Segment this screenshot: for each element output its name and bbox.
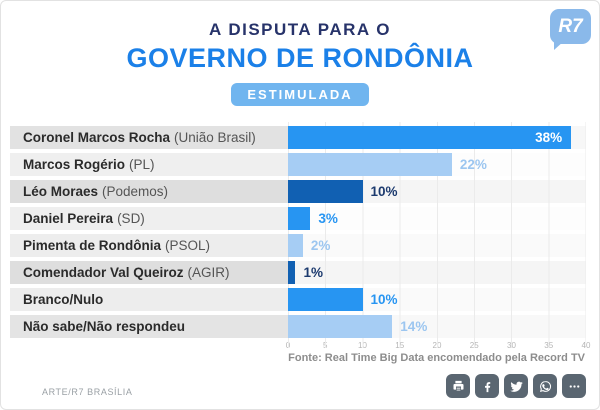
bar — [288, 207, 311, 230]
bar-track: 10% — [288, 180, 586, 203]
whatsapp-button[interactable] — [533, 374, 557, 398]
candidate-party: (AGIR) — [187, 265, 230, 280]
chart-row: Não sabe/Não respondeu 14% — [10, 315, 586, 338]
source-note: Fonte: Real Time Big Data encomendado pe… — [288, 352, 585, 364]
twitter-icon — [509, 381, 523, 392]
r7-logo: R7 — [550, 9, 591, 50]
chart-row: Léo Moraes (Podemos) 10% — [10, 180, 586, 203]
facebook-button[interactable] — [475, 374, 499, 398]
more-icon — [569, 384, 579, 388]
candidate-name: Pimenta de Rondônia — [23, 238, 162, 253]
chart-title-line2: GOVERNO DE RONDÔNIA — [126, 43, 474, 73]
x-tick: 30 — [507, 341, 516, 350]
twitter-button[interactable] — [504, 374, 528, 398]
bar-track: 2% — [288, 234, 586, 257]
bar — [288, 234, 303, 257]
r7-logo-text: R7 — [558, 15, 583, 37]
value-label: 10% — [370, 292, 398, 307]
candidate-label: Branco/Nulo — [10, 288, 288, 311]
candidate-name: Não sabe/Não respondeu — [23, 319, 186, 334]
more-button[interactable] — [562, 374, 586, 398]
candidate-name: Branco/Nulo — [23, 292, 104, 307]
candidate-label: Não sabe/Não respondeu — [10, 315, 288, 338]
bar-track: 10% — [288, 288, 586, 311]
chart-row: Marcos Rogério (PL) 22% — [10, 153, 586, 176]
candidate-party: (PSOL) — [165, 238, 211, 253]
value-label: 3% — [318, 211, 338, 226]
print-icon — [453, 380, 463, 391]
x-tick: 25 — [469, 341, 479, 350]
candidate-party: (SD) — [117, 211, 145, 226]
x-tick: 0 — [285, 341, 291, 350]
whatsapp-icon — [539, 380, 551, 392]
x-tick: 5 — [323, 341, 328, 350]
candidate-party: (PL) — [129, 157, 155, 172]
facebook-icon — [484, 381, 490, 392]
chart-row: Coronel Marcos Rocha (União Brasil) 38% — [10, 126, 586, 149]
art-credit: ARTE/R7 BRASÍLIA — [42, 387, 133, 397]
candidate-name: Coronel Marcos Rocha — [23, 130, 171, 145]
candidate-label: Daniel Pereira (SD) — [10, 207, 288, 230]
candidate-name: Marcos Rogério — [23, 157, 126, 172]
bar — [288, 288, 363, 311]
bar-track: 14% — [288, 315, 586, 338]
bar — [288, 315, 393, 338]
bar-track: 1% — [288, 261, 586, 284]
candidate-name: Daniel Pereira — [23, 211, 114, 226]
chart-row: Comendador Val Queiroz (AGIR) 1% — [10, 261, 586, 284]
x-tick: 40 — [581, 341, 591, 350]
candidate-party: (Podemos) — [102, 184, 169, 199]
candidate-name: Léo Moraes — [23, 184, 99, 199]
x-tick: 10 — [358, 341, 367, 350]
candidate-party: (União Brasil) — [174, 130, 256, 145]
bar-chart: Coronel Marcos Rocha (União Brasil) 38% … — [10, 126, 586, 342]
value-label: 1% — [303, 265, 323, 280]
chart-rows: Coronel Marcos Rocha (União Brasil) 38% … — [10, 126, 586, 338]
value-label: 38% — [535, 130, 563, 145]
value-label: 14% — [400, 319, 428, 334]
bar-track: 22% — [288, 153, 586, 176]
bar: 38% — [288, 126, 572, 149]
share-bar — [446, 374, 586, 398]
bar-track: 3% — [288, 207, 586, 230]
bar-track: 38% — [288, 126, 586, 149]
chart-row: Branco/Nulo 10% — [10, 288, 586, 311]
x-tick: 15 — [395, 341, 405, 350]
chart-row: Pimenta de Rondônia (PSOL) 2% — [10, 234, 586, 257]
bar — [288, 261, 296, 284]
value-label: 10% — [370, 184, 398, 199]
bar — [288, 180, 363, 203]
candidate-label: Pimenta de Rondônia (PSOL) — [10, 234, 288, 257]
bar — [288, 153, 452, 176]
chart-title-line1: A DISPUTA PARA O — [208, 20, 392, 39]
print-button[interactable] — [446, 374, 470, 398]
candidate-label: Coronel Marcos Rocha (União Brasil) — [10, 126, 288, 149]
value-label: 22% — [459, 157, 487, 172]
x-tick: 35 — [544, 341, 554, 350]
candidate-label: Marcos Rogério (PL) — [10, 153, 288, 176]
candidate-label: Comendador Val Queiroz (AGIR) — [10, 261, 288, 284]
candidate-label: Léo Moraes (Podemos) — [10, 180, 288, 203]
candidate-name: Comendador Val Queiroz — [23, 265, 184, 280]
chart-row: Daniel Pereira (SD) 3% — [10, 207, 586, 230]
stimulated-badge: ESTIMULADA — [231, 83, 369, 106]
value-label: 2% — [310, 238, 331, 253]
header: A DISPUTA PARA O GOVERNO DE RONDÔNIA EST… — [0, 20, 600, 106]
x-tick: 20 — [432, 341, 442, 350]
